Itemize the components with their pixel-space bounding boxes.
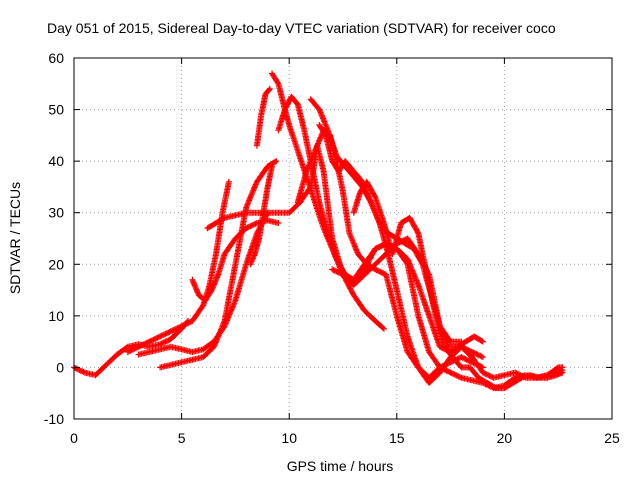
y-tick-label: 20 [48,256,64,272]
x-tick-label: 5 [178,430,186,446]
y-axis-label: SDTVAR / TECUs [7,182,23,294]
y-tick-label: 50 [48,102,64,118]
data-point-markers [135,209,271,358]
data-point-markers [447,367,566,392]
x-axis-label: GPS time / hours [287,458,394,474]
series-arc-16 [447,367,566,392]
x-tick-label: 10 [281,430,297,446]
series-arc-10 [275,93,454,376]
x-tick-label: 15 [389,430,405,446]
data-point-markers [247,163,275,268]
series-arc-8 [253,85,273,149]
data-point-markers [275,93,454,376]
y-tick-label: 10 [48,308,64,324]
y-tick-label: 40 [48,153,64,169]
data-points [71,70,566,392]
axis-ticks: 0 5 10 15 20 25 -10 0 10 20 30 40 50 60 [44,50,620,446]
x-tick-label: 25 [604,430,620,446]
data-point-markers [124,178,232,355]
y-tick-label: 0 [56,359,64,375]
plot-frame [73,57,613,420]
y-tick-label: 60 [48,50,64,66]
data-point-markers [253,85,273,149]
series-arc-13 [316,122,486,350]
x-tick-label: 20 [497,430,513,446]
chart-title: Day 051 of 2015, Sidereal Day-to-day VTE… [47,20,556,36]
grid [74,58,612,419]
series-arc-3 [135,209,271,358]
y-tick-label: -10 [44,411,64,427]
y-tick-label: 30 [48,205,64,221]
series-arc-7 [247,163,275,268]
data-point-markers [316,122,486,350]
x-tick-label: 0 [70,430,78,446]
series-arc-2 [124,178,232,355]
